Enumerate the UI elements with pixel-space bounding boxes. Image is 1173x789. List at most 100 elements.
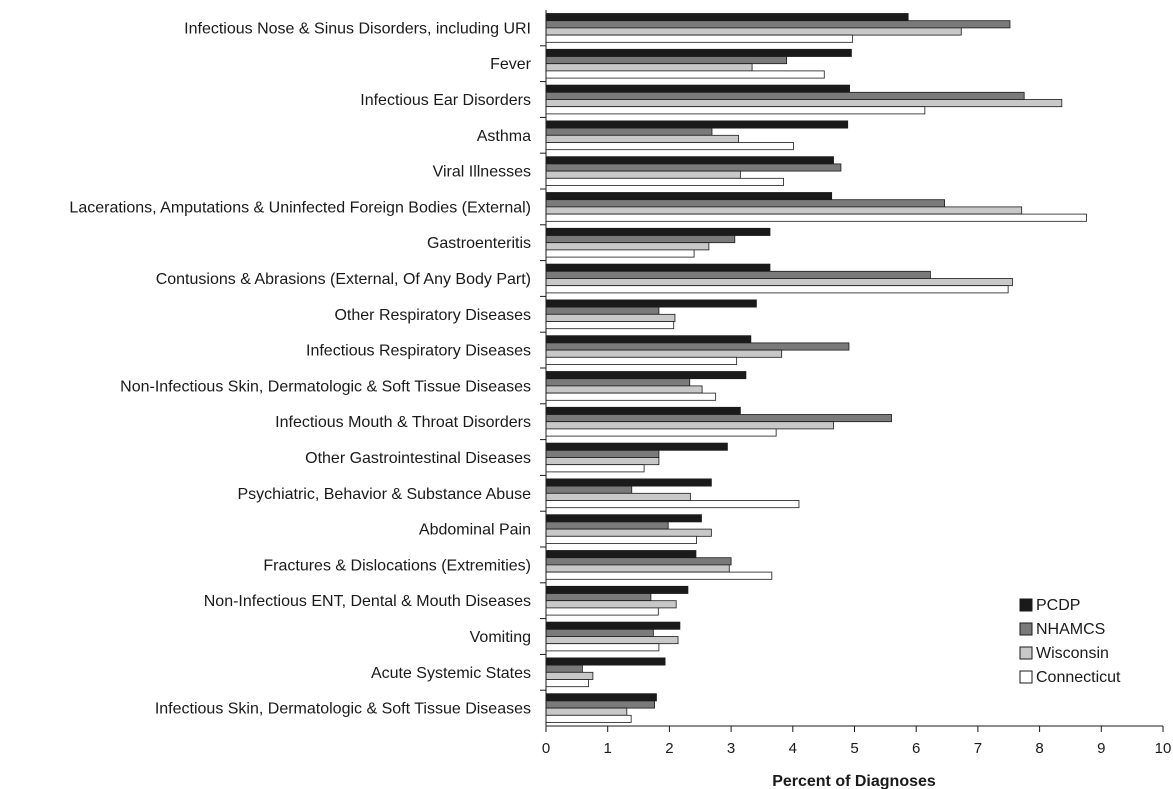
bar-nhamcs-13 <box>545 485 633 494</box>
bar-connecticut-19 <box>545 714 632 723</box>
bar-connecticut-7 <box>545 285 1009 294</box>
x-tick-label: 8 <box>1035 740 1043 757</box>
bar-connecticut-4 <box>545 177 784 186</box>
bar-pcdp-4 <box>545 156 834 165</box>
category-label: Acute Systemic States <box>371 665 531 682</box>
bar-pcdp-14 <box>545 514 702 523</box>
bar-wisconsin-17 <box>545 636 679 645</box>
bar-nhamcs-16 <box>545 593 652 602</box>
bar-pcdp-7 <box>545 263 771 272</box>
bar-wisconsin-1 <box>545 63 753 72</box>
bar-nhamcs-3 <box>545 127 713 136</box>
category-label: Viral Illnesses <box>433 164 531 181</box>
category-label: Contusions & Abrasions (External, Of Any… <box>156 271 531 288</box>
category-label: Non-Infectious ENT, Dental & Mouth Disea… <box>204 593 531 610</box>
bar-wisconsin-11 <box>545 421 834 430</box>
bar-pcdp-10 <box>545 371 747 380</box>
legend-label-wisconsin: Wisconsin <box>1036 645 1109 662</box>
bar-wisconsin-13 <box>545 492 691 501</box>
bar-pcdp-9 <box>545 335 752 344</box>
bar-wisconsin-18 <box>545 671 594 680</box>
bar-wisconsin-14 <box>545 528 712 537</box>
bar-connecticut-10 <box>545 392 717 401</box>
bar-connecticut-15 <box>545 571 773 580</box>
legend: PCDP NHAMCS Wisconsin Connecticut <box>1019 597 1121 686</box>
legend-label-nhamcs: NHAMCS <box>1036 621 1105 638</box>
bar-nhamcs-6 <box>545 235 736 244</box>
bar-nhamcs-14 <box>545 521 669 530</box>
bar-connecticut-6 <box>545 249 695 258</box>
bar-nhamcs-0 <box>545 20 1011 29</box>
x-tick-label: 5 <box>850 740 858 757</box>
category-label: Infectious Nose & Sinus Disorders, inclu… <box>184 20 531 37</box>
bar-nhamcs-12 <box>545 449 660 458</box>
bar-wisconsin-0 <box>545 27 962 36</box>
category-label: Lacerations, Amputations & Uninfected Fo… <box>69 199 531 216</box>
x-axis-title: Percent of Diagnoses <box>772 773 936 789</box>
legend-swatch-connecticut <box>1019 670 1033 684</box>
x-tick-label: 1 <box>604 740 612 757</box>
bar-wisconsin-5 <box>545 206 1023 215</box>
bar-connecticut-5 <box>545 213 1087 222</box>
bar-nhamcs-5 <box>545 199 945 208</box>
x-tick-label: 6 <box>912 740 920 757</box>
x-tick-label: 2 <box>665 740 673 757</box>
bar-pcdp-19 <box>545 693 657 702</box>
bar-wisconsin-15 <box>545 564 730 573</box>
bar-wisconsin-9 <box>545 349 783 358</box>
bar-wisconsin-4 <box>545 170 741 179</box>
bar-nhamcs-1 <box>545 56 788 65</box>
bar-connecticut-1 <box>545 70 825 79</box>
bar-pcdp-12 <box>545 442 728 451</box>
x-tick-label: 4 <box>789 740 797 757</box>
x-tick-label: 10 <box>1155 740 1172 757</box>
bar-connecticut-13 <box>545 500 800 509</box>
bar-connecticut-3 <box>545 142 794 151</box>
bar-wisconsin-2 <box>545 99 1063 108</box>
category-label: Abdominal Pain <box>419 522 531 539</box>
bar-connecticut-12 <box>545 464 645 473</box>
legend-swatch-wisconsin <box>1019 646 1033 660</box>
bar-pcdp-3 <box>545 120 849 129</box>
legend-label-pcdp: PCDP <box>1036 597 1080 614</box>
bar-pcdp-8 <box>545 299 757 308</box>
category-label: Infectious Ear Disorders <box>360 92 531 109</box>
category-label: Asthma <box>477 128 531 145</box>
bar-nhamcs-19 <box>545 700 655 709</box>
category-label: Infectious Skin, Dermatologic & Soft Tis… <box>155 701 531 718</box>
bar-nhamcs-9 <box>545 342 850 351</box>
bar-pcdp-11 <box>545 406 741 415</box>
x-tick-label: 0 <box>542 740 550 757</box>
bar-connecticut-0 <box>545 34 854 43</box>
category-label: Non-Infectious Skin, Dermatologic & Soft… <box>120 378 531 395</box>
bar-pcdp-5 <box>545 192 833 201</box>
bar-nhamcs-17 <box>545 628 654 637</box>
bar-wisconsin-19 <box>545 707 628 716</box>
bar-pcdp-0 <box>545 13 909 22</box>
bar-nhamcs-11 <box>545 414 892 423</box>
bar-nhamcs-8 <box>545 306 660 315</box>
category-label: Psychiatric, Behavior & Substance Abuse <box>238 486 532 503</box>
bar-pcdp-1 <box>545 48 852 57</box>
bar-connecticut-16 <box>545 607 659 616</box>
bar-pcdp-16 <box>545 585 689 594</box>
bar-connecticut-11 <box>545 428 777 437</box>
bars-group <box>545 13 1087 723</box>
category-label: Other Gastrointestinal Diseases <box>305 450 531 467</box>
bar-wisconsin-10 <box>545 385 703 394</box>
bar-connecticut-9 <box>545 356 738 365</box>
legend-label-connecticut: Connecticut <box>1036 669 1121 686</box>
category-labels: Infectious Nose & Sinus Disorders, inclu… <box>69 20 531 717</box>
category-label: Other Respiratory Diseases <box>334 307 531 324</box>
category-label: Gastroenteritis <box>427 235 531 252</box>
category-label: Vomiting <box>470 629 531 646</box>
bar-wisconsin-8 <box>545 313 676 322</box>
bar-pcdp-18 <box>545 657 666 666</box>
bar-connecticut-8 <box>545 321 675 330</box>
category-label: Fractures & Dislocations (Extremities) <box>263 557 531 574</box>
x-ticks-group: 0 1 2 3 4 5 6 7 8 9 10 <box>542 726 1172 757</box>
x-tick-label: 3 <box>727 740 735 757</box>
bar-nhamcs-2 <box>545 91 1025 100</box>
bar-wisconsin-12 <box>545 457 660 466</box>
